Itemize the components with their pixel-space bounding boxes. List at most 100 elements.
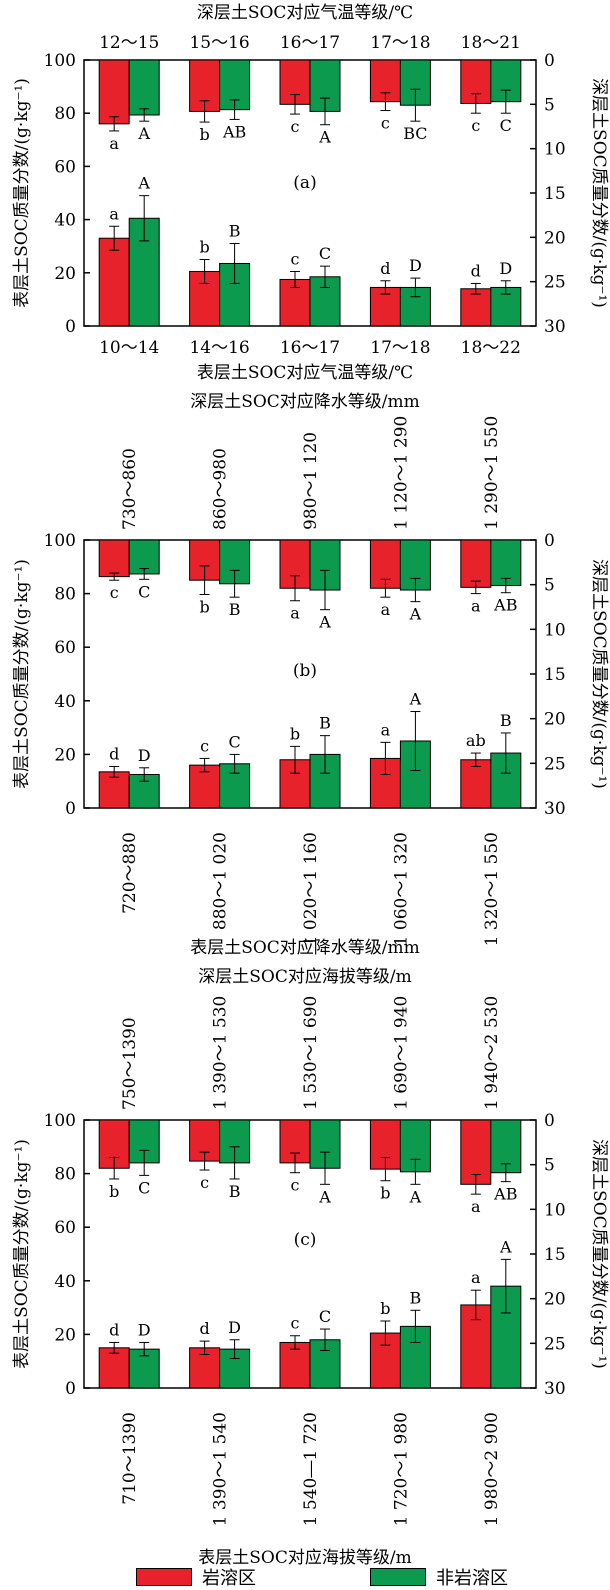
panel-3-surface-letter: d bbox=[199, 1319, 209, 1338]
panel-3-deep-letter: A bbox=[318, 1187, 331, 1206]
panel-1-deep-letter: A bbox=[318, 128, 331, 147]
panel-1-right-tick-label: 30 bbox=[544, 317, 566, 337]
panel-2-right-tick-label: 5 bbox=[544, 576, 555, 596]
panel-3-surface-letter: a bbox=[471, 1268, 481, 1287]
panel-2-bottom-category-label: 1 320～1 550 bbox=[482, 832, 502, 946]
panel-2-deep-bar bbox=[399, 539, 431, 591]
panel-1-bottom-xlabel: 表层土SOC对应气温等级/℃ bbox=[197, 363, 413, 383]
panel-2-top-xlabel: 深层土SOC对应降水等级/mm bbox=[190, 392, 420, 412]
panel-3-deep-letter: A bbox=[409, 1187, 422, 1206]
panel-1-surface-letter: d bbox=[471, 261, 481, 280]
panel-1-surface-letter: D bbox=[409, 256, 422, 275]
panel-1-surface-letter: C bbox=[319, 244, 331, 263]
panel-1-left-tick-label: 60 bbox=[54, 157, 76, 177]
panel-2-right-tick-label: 20 bbox=[544, 710, 566, 730]
legend-swatch-karst bbox=[136, 1568, 192, 1586]
panel-2-surface-letter: B bbox=[319, 714, 331, 733]
panel-1-bottom-category-label: 10～14 bbox=[99, 338, 159, 358]
panel-3-left-tick-label: 20 bbox=[54, 1325, 76, 1345]
panel-3-surface-letter: C bbox=[319, 1307, 331, 1326]
panel-3-bottom-category-label: 1 390～1 540 bbox=[211, 1412, 231, 1526]
panel-1-right-tick-label: 10 bbox=[544, 140, 566, 160]
panel-1-left-tick-label: 80 bbox=[54, 104, 76, 124]
panel-3-surface-letter: b bbox=[380, 1299, 390, 1318]
panel-3-top-xlabel: 深层土SOC对应海拔等级/m bbox=[198, 967, 411, 987]
panel-3-deep-letter: C bbox=[138, 1178, 150, 1197]
panel-2-surface-letter: c bbox=[200, 736, 209, 755]
panel-1-right-tick-label: 25 bbox=[544, 273, 566, 293]
panel-3-surface-letter: c bbox=[291, 1314, 300, 1333]
panel-2-deep-letter: C bbox=[138, 582, 150, 601]
panel-1-right-tick-label: 20 bbox=[544, 228, 566, 248]
panel-2-surface-letter: ab bbox=[466, 731, 486, 750]
panel-2-deep-letter: AB bbox=[493, 596, 517, 615]
panel-1-top-category-label: 15～16 bbox=[189, 33, 249, 53]
panel-2-deep-letter: A bbox=[318, 613, 331, 632]
panel-1-top-category-label: 16～17 bbox=[280, 33, 340, 53]
panel-2-left-tick-label: 0 bbox=[65, 799, 76, 819]
panel-2-surface-letter: A bbox=[409, 690, 422, 709]
panel-1-right-tick-label: 5 bbox=[544, 95, 555, 115]
panel-3-deep-letter: c bbox=[200, 1173, 209, 1192]
panel-2-bottom-xlabel: 表层土SOC对应降水等级/mm bbox=[190, 938, 420, 958]
panel-3-deep-letter: B bbox=[229, 1182, 241, 1201]
panel-1-ylabel-left: 表层土SOC质量分数/(g·kg⁻¹) bbox=[12, 78, 32, 308]
panel-3-right-tick-label: 15 bbox=[544, 1245, 566, 1265]
panel-3-surface-bar bbox=[128, 1348, 160, 1389]
panel-3-bottom-xlabel: 表层土SOC对应海拔等级/m bbox=[198, 1548, 411, 1568]
panel-2-ylabel-right: 深层土SOC质量分数/(g·kg⁻¹) bbox=[589, 559, 609, 789]
panel-1-deep-letter: C bbox=[500, 116, 512, 135]
panel-3-left-tick-label: 60 bbox=[54, 1218, 76, 1238]
panel-3-ylabel-left: 表层土SOC质量分数/(g·kg⁻¹) bbox=[12, 1139, 32, 1369]
panel-3-top-category-label: 1 530～1 690 bbox=[301, 996, 321, 1110]
panel-1-ylabel-right: 深层土SOC质量分数/(g·kg⁻¹) bbox=[589, 78, 609, 308]
panel-2-surface-letter: d bbox=[109, 744, 119, 763]
panel-3-bottom-category-label: 1 980～2 900 bbox=[482, 1412, 502, 1526]
panel-2-bottom-category-label: 1 020～1 160 bbox=[301, 832, 321, 946]
legend-item-karst: 岩溶区 bbox=[136, 1566, 256, 1589]
panel-1-deep-letter: a bbox=[109, 134, 119, 153]
panel-2-top-category-label: 1 120～1 290 bbox=[391, 416, 411, 530]
panel-1-deep-letter: c bbox=[471, 116, 480, 135]
panel-2-top-category-label: 980～1 120 bbox=[301, 432, 321, 530]
panel-2-left-tick-label: 100 bbox=[44, 531, 76, 551]
panel-3-surface-letter: D bbox=[228, 1318, 241, 1337]
panel-1-left-tick-label: 40 bbox=[54, 211, 76, 231]
panel-1-top-category-label: 18～21 bbox=[461, 33, 521, 53]
panel-1-deep-letter: c bbox=[381, 114, 390, 133]
panel-3-surface-letter: d bbox=[109, 1320, 119, 1339]
panel-1-surface-letter: b bbox=[199, 238, 209, 257]
panel-2-deep-letter: A bbox=[409, 605, 422, 624]
panel-2-top-category-label: 1 290～1 550 bbox=[482, 416, 502, 530]
panel-3-deep-bar bbox=[460, 1119, 492, 1185]
panel-2-left-tick-label: 80 bbox=[54, 585, 76, 605]
panel-3-bottom-category-label: 710～1390 bbox=[120, 1412, 140, 1505]
panel-1-surface-letter: A bbox=[137, 174, 150, 193]
panel-3-deep-letter: b bbox=[109, 1182, 119, 1201]
panel-2-ylabel-left: 表层土SOC质量分数/(g·kg⁻¹) bbox=[12, 559, 32, 789]
panel-3-right-tick-label: 5 bbox=[544, 1156, 555, 1176]
panel-3-left-tick-label: 100 bbox=[44, 1111, 76, 1131]
panel-2-left-tick-label: 40 bbox=[54, 692, 76, 712]
panel-3-surface-bar bbox=[279, 1341, 311, 1389]
panel-2-left-tick-label: 20 bbox=[54, 745, 76, 765]
panel-1-surface-bar bbox=[309, 276, 341, 327]
panel-1-deep-letter: c bbox=[291, 117, 300, 136]
panel-1-top-xlabel: 深层土SOC对应气温等级/℃ bbox=[197, 3, 413, 23]
panel-1-surface-letter: c bbox=[291, 249, 300, 268]
panel-1-deep-bar bbox=[128, 59, 160, 116]
panel-2-top-category-label: 730～860 bbox=[120, 448, 140, 530]
panel-3-bottom-category-label: 1 720～1 980 bbox=[391, 1412, 411, 1526]
panel-1-surface-letter: D bbox=[499, 259, 512, 278]
panel-1-deep-letter: AB bbox=[222, 122, 246, 141]
panel-2-right-tick-label: 10 bbox=[544, 620, 566, 640]
panel-3-right-tick-label: 25 bbox=[544, 1334, 566, 1354]
panel-3-left-tick-label: 40 bbox=[54, 1272, 76, 1292]
panel-3-surface-letter: A bbox=[499, 1237, 512, 1256]
legend-item-nonkarst: 非岩溶区 bbox=[370, 1566, 508, 1589]
panel-3-right-tick-label: 0 bbox=[544, 1111, 555, 1131]
panel-1-surface-bar bbox=[189, 270, 221, 327]
panel-1-bottom-category-label: 14～16 bbox=[189, 338, 249, 358]
panel-2-bottom-category-label: 880～1 020 bbox=[211, 832, 231, 930]
